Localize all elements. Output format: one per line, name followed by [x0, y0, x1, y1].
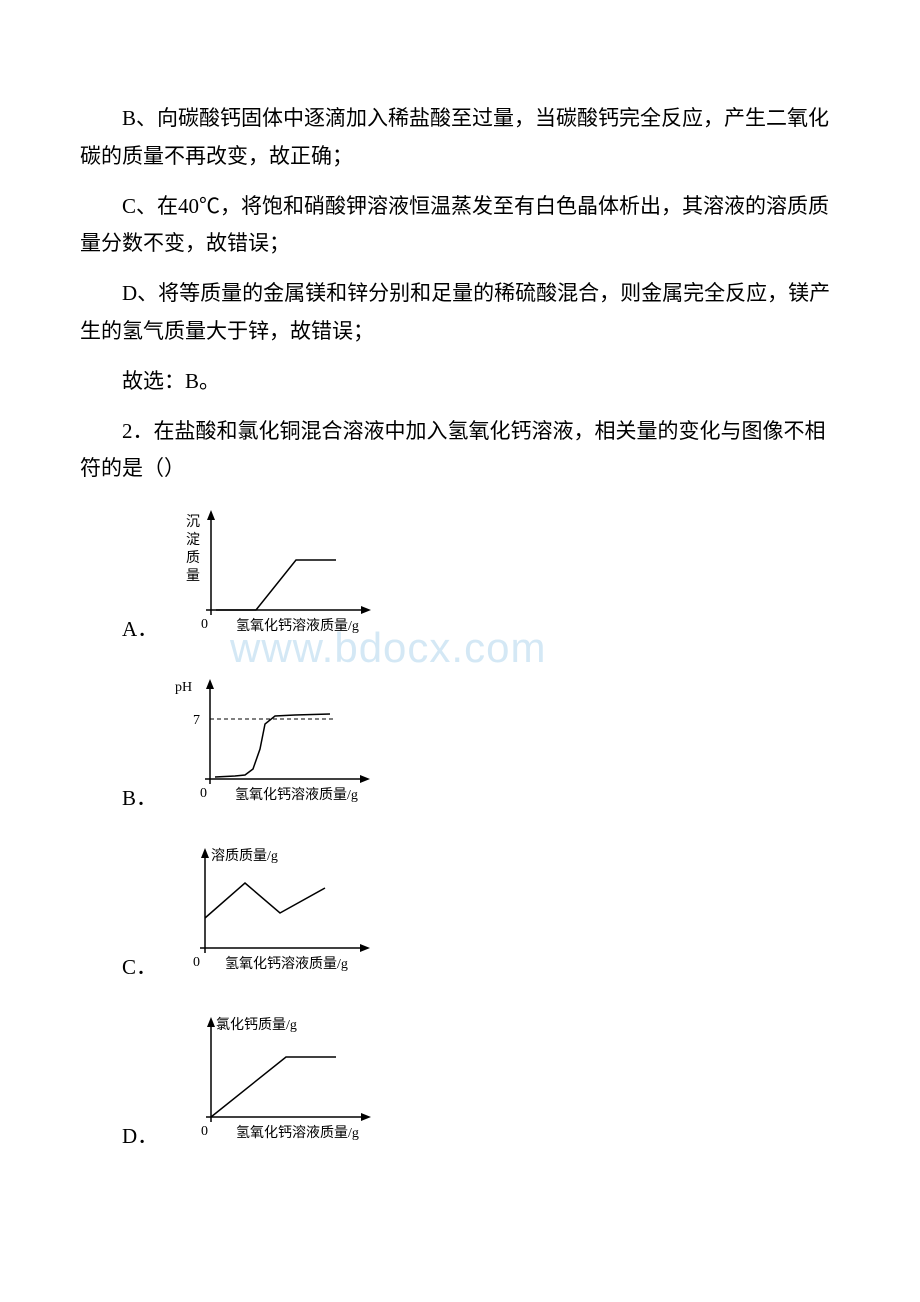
- chart-a-ylabel-4: 量: [186, 568, 200, 584]
- chart-d-xlabel: 氢氧化钙溶液质量/g: [236, 1125, 359, 1141]
- chart-a: 沉 淀 质 量 0 氢氧化钙溶液质量/g: [166, 500, 426, 653]
- option-b-row: B． pH 7 0 氢氧化钙溶液质量/g: [122, 669, 840, 822]
- paragraph-d: D、将等质量的金属镁和锌分别和足量的稀硫酸混合，则金属完全反应，镁产生的氢气质量…: [80, 275, 840, 351]
- chart-c-origin: 0: [193, 955, 200, 970]
- chart-a-ylabel-1: 沉: [186, 514, 200, 530]
- chart-b: pH 7 0 氢氧化钙溶液质量/g: [165, 669, 425, 822]
- chart-a-xlabel: 氢氧化钙溶液质量/g: [236, 618, 359, 634]
- paragraph-b: B、向碳酸钙固体中逐滴加入稀盐酸至过量，当碳酸钙完全反应，产生二氧化碳的质量不再…: [80, 100, 840, 176]
- option-c-row: C． 溶质质量/g 0 氢氧化钙溶液质量/g: [122, 838, 840, 991]
- chart-c-ylabel: 溶质质量/g: [211, 848, 278, 864]
- chart-d: 氯化钙质量/g 0 氢氧化钙溶液质量/g: [166, 1007, 426, 1160]
- document-content: B、向碳酸钙固体中逐滴加入稀盐酸至过量，当碳酸钙完全反应，产生二氧化碳的质量不再…: [80, 100, 840, 1159]
- option-c-label: C．: [122, 949, 157, 991]
- chart-d-origin: 0: [201, 1124, 208, 1139]
- option-b-label: B．: [122, 780, 157, 822]
- chart-c: 溶质质量/g 0 氢氧化钙溶液质量/g: [165, 838, 425, 991]
- paragraph-c: C、在40℃，将饱和硝酸钾溶液恒温蒸发至有白色晶体析出，其溶液的溶质质量分数不变…: [80, 188, 840, 264]
- chart-a-ylabel-2: 淀: [186, 532, 200, 548]
- chart-c-xlabel: 氢氧化钙溶液质量/g: [225, 956, 348, 972]
- option-a-row: A． 沉 淀 质 量 0 氢氧化钙溶液质量/g: [122, 500, 840, 653]
- option-d-row: D． 氯化钙质量/g 0 氢氧化钙溶液质量/g: [122, 1007, 840, 1160]
- chart-a-ylabel-3: 质: [186, 550, 200, 566]
- chart-b-origin: 0: [200, 786, 207, 801]
- chart-b-xlabel: 氢氧化钙溶液质量/g: [235, 787, 358, 803]
- chart-d-ylabel: 氯化钙质量/g: [216, 1017, 297, 1033]
- option-a-label: A．: [122, 611, 158, 653]
- chart-b-ytick: 7: [193, 713, 200, 728]
- chart-a-origin: 0: [201, 617, 208, 632]
- option-d-label: D．: [122, 1118, 158, 1160]
- question-2: 2．在盐酸和氯化铜混合溶液中加入氢氧化钙溶液，相关量的变化与图像不相符的是（）: [80, 413, 840, 489]
- chart-b-ylabel: pH: [175, 680, 192, 695]
- paragraph-answer: 故选：B。: [80, 363, 840, 401]
